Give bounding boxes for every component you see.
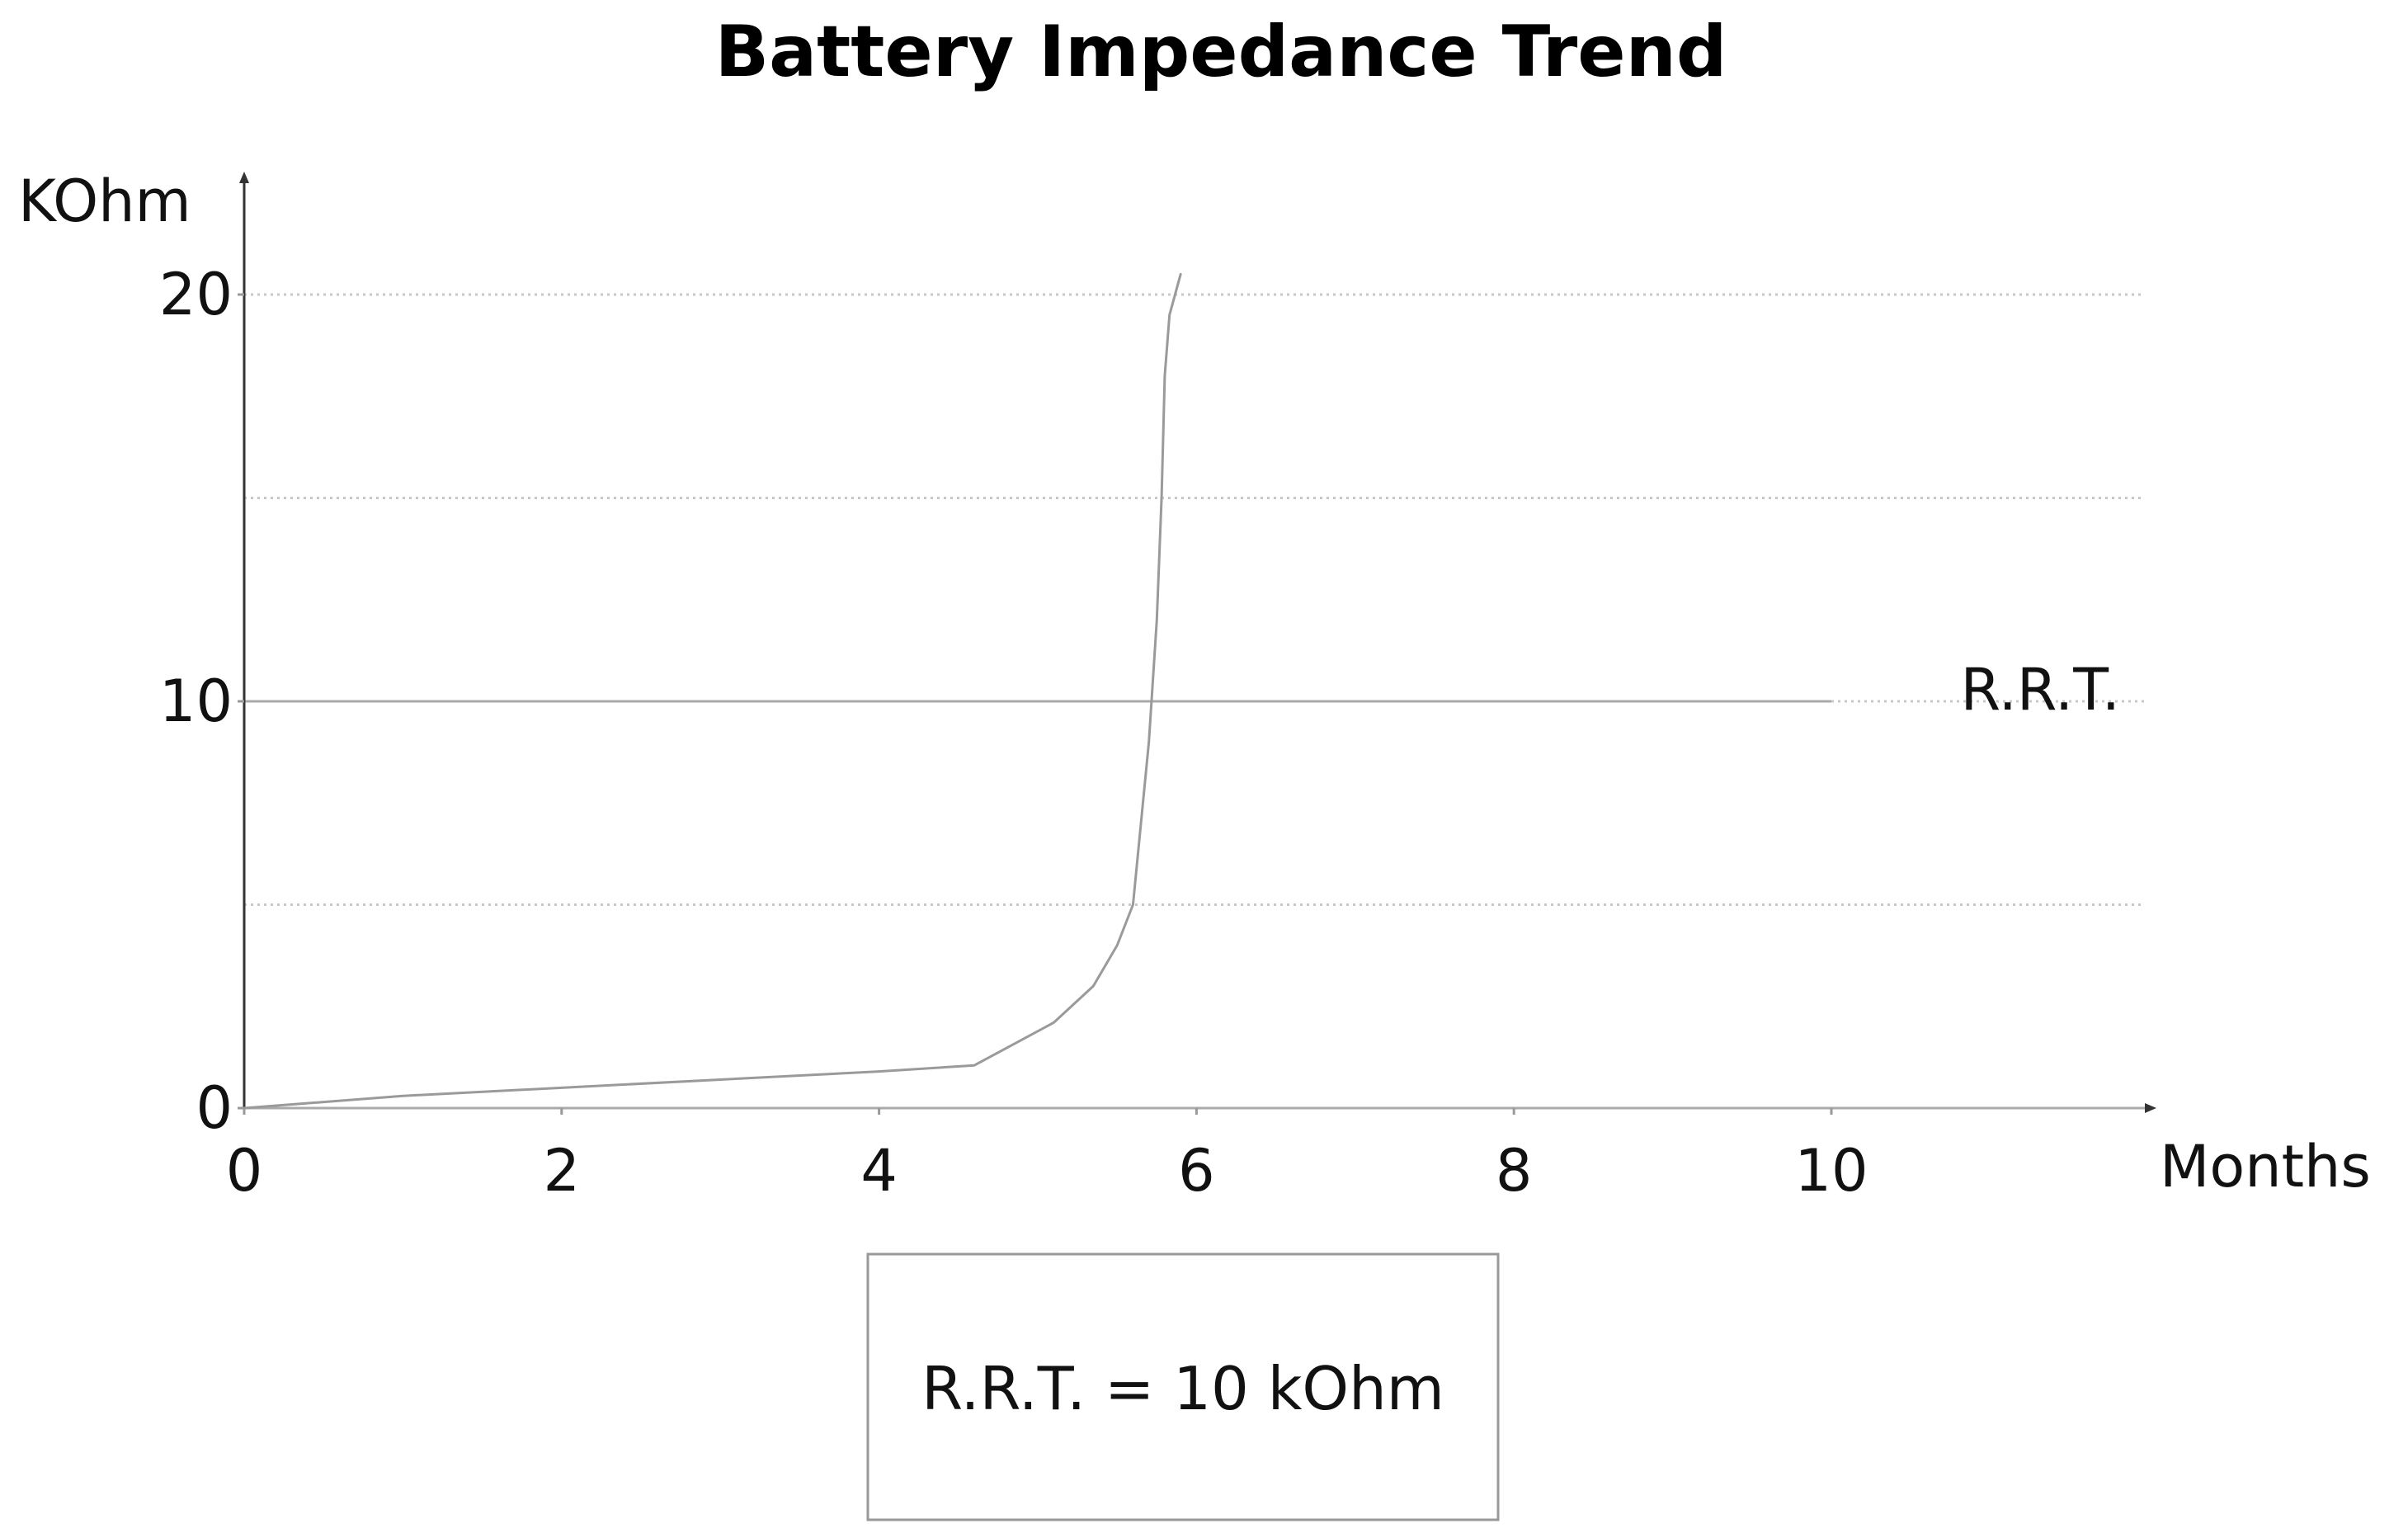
series-group — [243, 272, 1182, 1110]
x-tick-label-4: 4 — [860, 1137, 898, 1205]
x-tick-label-0: 0 — [226, 1137, 263, 1205]
x-tick-label-2: 2 — [544, 1137, 581, 1205]
chart-title: Battery Impedance Trend — [715, 11, 1727, 93]
x-axis-arrow — [2145, 1103, 2156, 1113]
axes — [238, 172, 2156, 1115]
series-line-0 — [243, 272, 1182, 1110]
tick-labels: 0 2 4 6 8 10 0 10 20 — [159, 261, 1868, 1205]
y-tick-label-0: 0 — [196, 1074, 233, 1142]
x-tick-label-6: 6 — [1178, 1137, 1215, 1205]
y-tick-label-20: 20 — [159, 261, 233, 328]
legend-box: R.R.T. = 10 kOhm — [866, 1252, 1500, 1521]
y-tick-label-10: 10 — [159, 667, 233, 735]
reference-line-label: R.R.T. — [1961, 656, 2121, 724]
y-axis-arrow — [239, 172, 249, 183]
x-tick-label-8: 8 — [1496, 1137, 1533, 1205]
x-tick-label-10: 10 — [1794, 1137, 1868, 1205]
y-axis-label: KOhm — [18, 167, 191, 235]
gridlines — [244, 293, 2145, 906]
x-axis-label: Months — [2160, 1133, 2371, 1200]
legend-text: R.R.T. = 10 kOhm — [921, 1354, 1444, 1423]
legend-frame — [866, 1252, 1500, 1521]
